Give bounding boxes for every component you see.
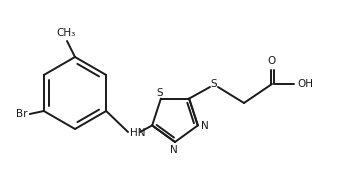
Text: CH₃: CH₃ [56, 28, 76, 38]
Text: OH: OH [297, 79, 313, 89]
Text: HN: HN [130, 128, 145, 138]
Text: O: O [268, 56, 276, 66]
Text: Br: Br [16, 109, 28, 119]
Text: N: N [170, 145, 178, 155]
Text: N: N [201, 121, 209, 131]
Text: S: S [211, 79, 217, 89]
Text: S: S [157, 88, 163, 98]
